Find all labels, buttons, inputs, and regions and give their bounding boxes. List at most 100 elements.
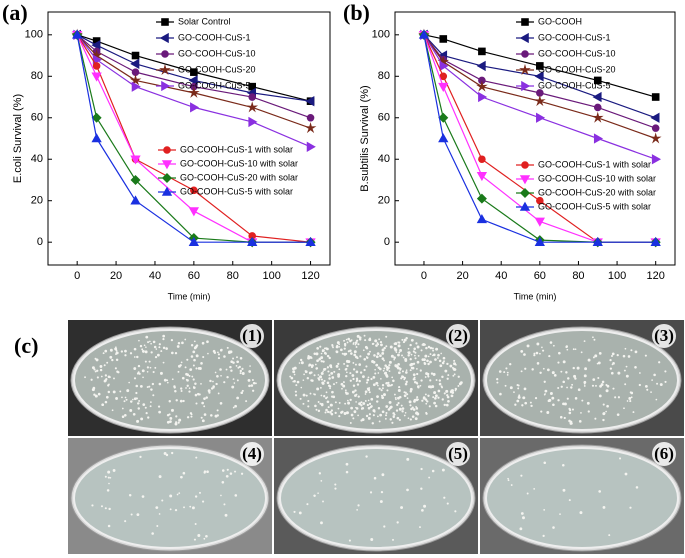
colony bbox=[343, 339, 346, 342]
colony bbox=[176, 345, 180, 348]
colony bbox=[138, 400, 141, 402]
colony bbox=[381, 357, 385, 360]
colony bbox=[133, 347, 137, 351]
colony bbox=[442, 356, 446, 360]
colony bbox=[104, 374, 108, 377]
marker bbox=[533, 95, 546, 107]
marker bbox=[476, 193, 487, 204]
colony bbox=[318, 472, 322, 475]
colony bbox=[388, 360, 392, 364]
colony bbox=[344, 389, 347, 392]
colony bbox=[358, 363, 362, 366]
colony bbox=[337, 362, 340, 365]
colony bbox=[401, 354, 403, 357]
colony bbox=[326, 347, 329, 351]
colony bbox=[543, 380, 546, 383]
marker bbox=[476, 214, 488, 224]
colony bbox=[290, 376, 294, 380]
colony bbox=[351, 390, 355, 394]
y-tick-label: 80 bbox=[31, 70, 43, 82]
marker bbox=[478, 47, 486, 56]
colony bbox=[396, 366, 400, 369]
colony bbox=[136, 355, 139, 359]
plate-label-bg bbox=[240, 442, 264, 466]
colony bbox=[107, 390, 111, 394]
colony bbox=[292, 367, 295, 371]
colony bbox=[624, 383, 627, 386]
colony bbox=[173, 386, 176, 389]
colony bbox=[340, 348, 343, 352]
colony bbox=[409, 369, 412, 372]
colony bbox=[121, 415, 125, 418]
y-tick-label: 80 bbox=[378, 70, 390, 82]
colony bbox=[294, 394, 298, 397]
colony bbox=[141, 495, 145, 498]
colony bbox=[195, 367, 198, 370]
x-tick-label: 120 bbox=[301, 270, 319, 282]
colony bbox=[400, 506, 404, 510]
colony bbox=[424, 354, 428, 358]
colony bbox=[434, 394, 438, 398]
colony bbox=[124, 349, 127, 353]
colonies bbox=[84, 334, 257, 426]
colony bbox=[619, 457, 622, 460]
colony bbox=[195, 402, 198, 405]
colony bbox=[346, 371, 348, 374]
colony bbox=[422, 396, 426, 399]
colony bbox=[165, 347, 168, 350]
colony bbox=[360, 401, 363, 404]
legend-label: GO-COOH-CuS-1 bbox=[538, 32, 611, 42]
colony bbox=[320, 403, 324, 407]
colony bbox=[414, 351, 417, 354]
colony bbox=[200, 382, 202, 385]
colony bbox=[441, 361, 445, 365]
colony bbox=[571, 422, 573, 425]
colony bbox=[397, 344, 401, 348]
colony bbox=[518, 394, 521, 397]
colony bbox=[347, 401, 351, 405]
colony bbox=[101, 403, 105, 407]
colony bbox=[190, 344, 194, 347]
marker bbox=[91, 112, 102, 123]
colony bbox=[612, 387, 615, 390]
colony bbox=[383, 372, 387, 375]
colonies bbox=[91, 451, 244, 541]
colony bbox=[330, 366, 333, 369]
colony bbox=[568, 419, 571, 423]
colony bbox=[634, 350, 638, 354]
colony bbox=[123, 400, 126, 403]
colony bbox=[318, 358, 322, 361]
colony bbox=[536, 342, 540, 346]
colony bbox=[326, 400, 330, 404]
colony bbox=[354, 394, 357, 397]
colony bbox=[335, 364, 339, 368]
colony bbox=[181, 376, 185, 380]
colony bbox=[317, 409, 321, 413]
colony bbox=[516, 399, 520, 403]
y-tick-label: 0 bbox=[384, 236, 390, 248]
colony bbox=[379, 500, 383, 504]
colony bbox=[328, 356, 331, 360]
y-tick-label: 20 bbox=[378, 195, 390, 207]
colony bbox=[509, 362, 512, 366]
marker bbox=[439, 60, 449, 72]
colony bbox=[223, 503, 226, 506]
colony bbox=[124, 520, 127, 523]
colony bbox=[150, 388, 153, 391]
colony bbox=[248, 384, 251, 388]
colony bbox=[399, 367, 402, 370]
colony bbox=[158, 346, 161, 349]
colony bbox=[140, 417, 144, 421]
marker bbox=[159, 63, 171, 75]
colony bbox=[387, 408, 391, 411]
colony bbox=[404, 391, 407, 394]
colony bbox=[375, 363, 379, 367]
colony bbox=[393, 393, 396, 396]
colony bbox=[129, 352, 133, 355]
colony bbox=[420, 379, 423, 382]
colony bbox=[414, 354, 416, 357]
colony bbox=[609, 358, 612, 362]
series-line bbox=[423, 34, 656, 140]
colony bbox=[90, 378, 93, 381]
colony bbox=[411, 366, 415, 370]
